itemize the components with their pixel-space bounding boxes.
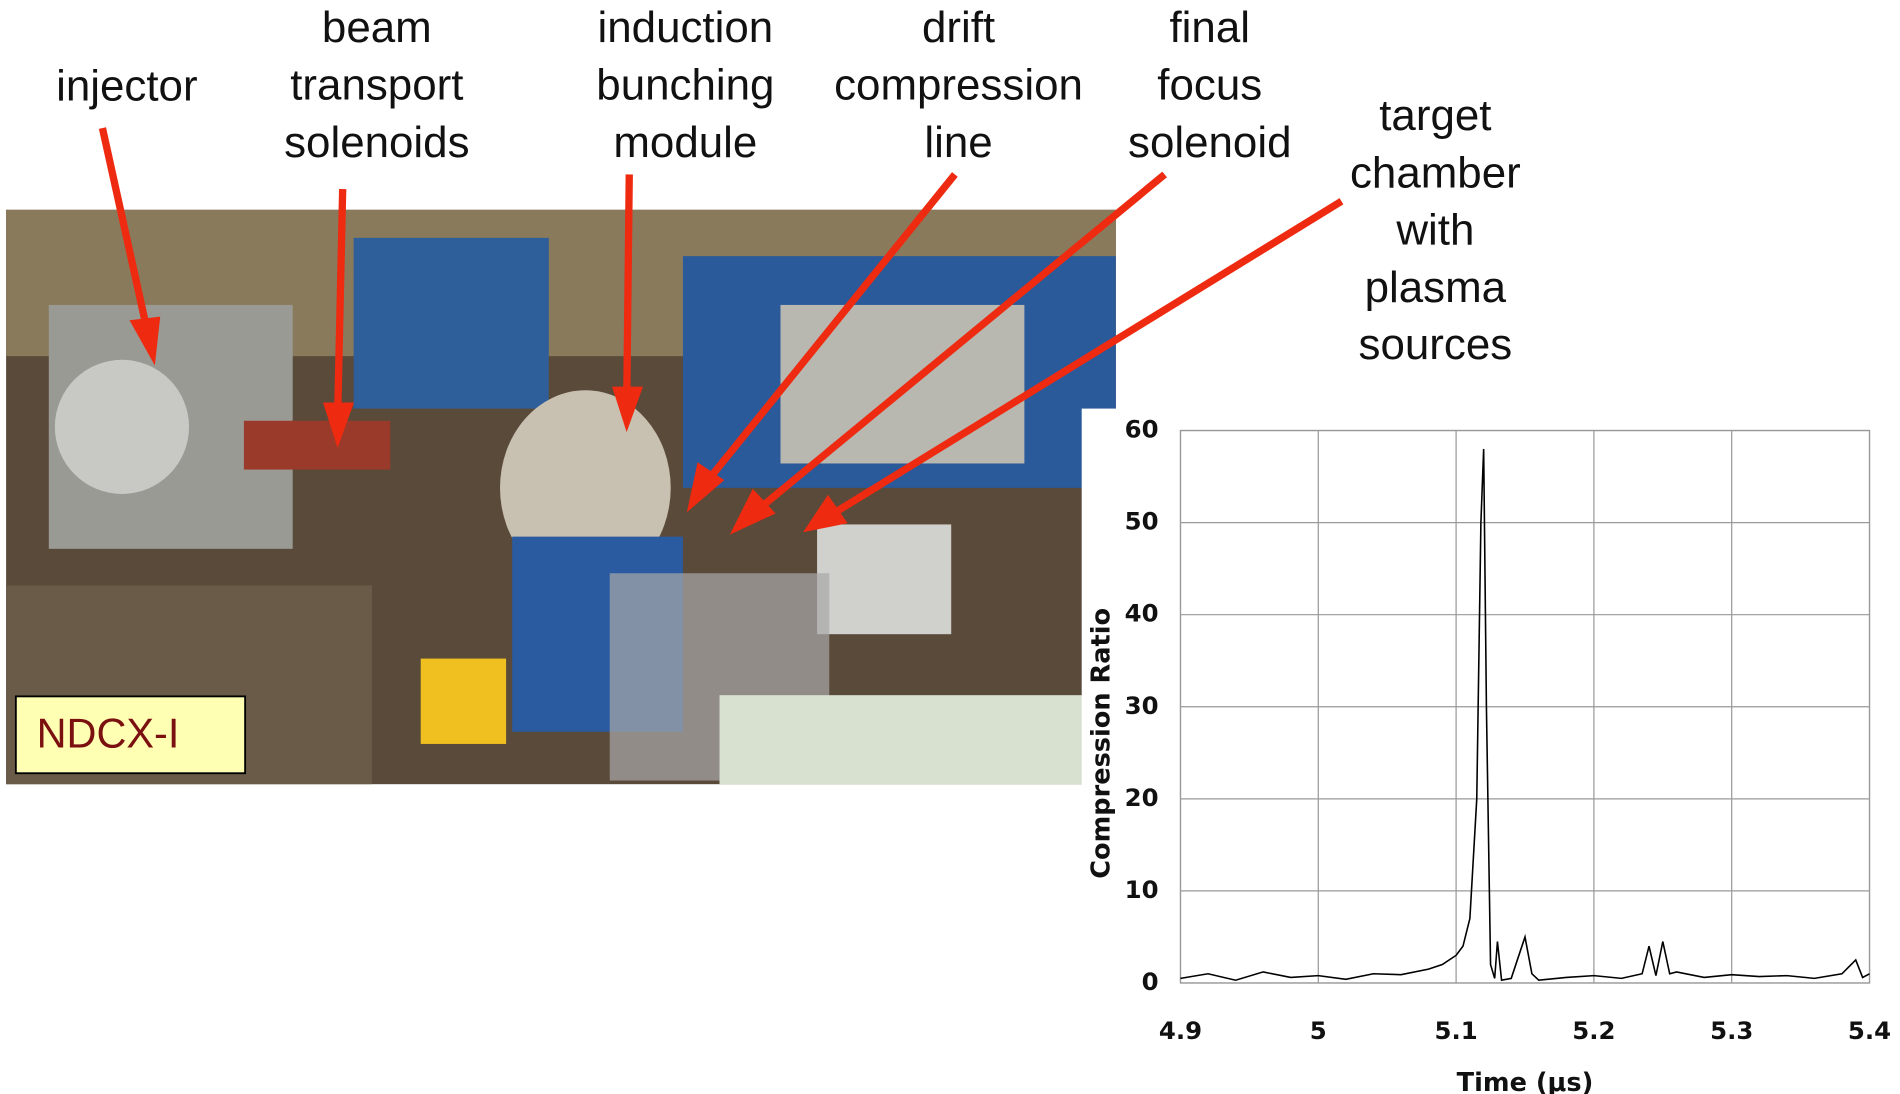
y-tick-label: 60	[1125, 415, 1159, 444]
annotation-label: chamber	[1350, 148, 1521, 197]
x-tick-label: 5.3	[1710, 1016, 1753, 1045]
annotation-label: drift	[922, 3, 995, 52]
annotation-label: plasma	[1365, 263, 1507, 312]
x-tick-label: 5.1	[1435, 1016, 1478, 1045]
annotation-label: beam	[322, 3, 432, 52]
photo-caption: NDCX-I	[37, 710, 180, 757]
annotation-label: bunching	[596, 60, 774, 109]
annotation-label: sources	[1359, 320, 1513, 369]
slide: NDCX-I injector beam transport solenoids ind…	[0, 0, 1900, 1094]
annotation-label: injector	[56, 62, 198, 111]
annotation-label: transport	[290, 60, 463, 109]
y-tick-label: 30	[1125, 691, 1159, 720]
annotation-label: final	[1169, 3, 1250, 52]
annotation-label: module	[613, 118, 757, 167]
y-tick-label: 40	[1125, 599, 1159, 628]
annotation-label: induction	[598, 3, 774, 52]
y-tick-label: 50	[1125, 507, 1159, 536]
annotation-label: with	[1395, 206, 1474, 255]
page: {"labels": [ {"lines": ["injector"]}, {"…	[0, 0, 1900, 1094]
chart-bg	[1082, 409, 1900, 1094]
annotation-label: compression	[834, 60, 1083, 109]
x-tick-label: 5.4	[1848, 1016, 1891, 1045]
y-tick-label: 10	[1125, 875, 1159, 904]
annotation-label: solenoid	[1128, 118, 1292, 167]
y-tick-label: 0	[1142, 967, 1159, 996]
x-tick-label: 5	[1310, 1016, 1327, 1045]
annotation-label: solenoids	[284, 118, 469, 167]
x-axis-title: Time (μs)	[1457, 1068, 1594, 1094]
annotation-label: target	[1379, 91, 1491, 140]
y-axis-title: Compression Ratio	[1086, 608, 1116, 879]
y-tick-label: 20	[1125, 783, 1159, 812]
x-tick-label: 4.9	[1159, 1016, 1202, 1045]
annotation-label: line	[924, 118, 992, 167]
annotation-label: focus	[1157, 60, 1262, 109]
x-tick-label: 5.2	[1572, 1016, 1615, 1045]
